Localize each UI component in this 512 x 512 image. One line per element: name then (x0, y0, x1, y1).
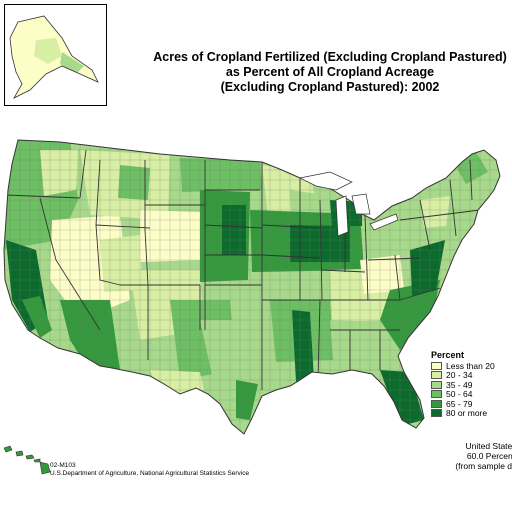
legend-label: 65 - 79 (446, 398, 473, 409)
alaska-map (9, 15, 99, 99)
us-total-note: United States 60.0 Percent (from sample … (446, 441, 512, 471)
legend-item: Less than 20 (431, 361, 495, 371)
map-code: 02-M103 (50, 462, 76, 469)
legend-label: Less than 20 (446, 360, 495, 371)
legend-item: 50 - 64 (431, 389, 495, 400)
us-note-line-2: 60.0 Percent (466, 451, 512, 461)
title-line-3: (Excluding Cropland Pastured): 2002 (220, 80, 440, 94)
legend-swatch (431, 399, 442, 408)
legend-swatch (431, 371, 442, 380)
title-line-2: as Percent of All Cropland Acreage (225, 65, 435, 79)
legend-swatch (431, 361, 442, 370)
legend-label: 20 - 34 (446, 370, 473, 381)
legend-item: 65 - 79 (431, 399, 495, 409)
legend-swatch (431, 380, 442, 389)
us-note-line-1: United States (465, 441, 512, 451)
legend-item: 20 - 34 (431, 370, 495, 381)
footer: 02-M103 U.S.Department of Agriculture, N… (50, 462, 249, 478)
legend-label: 35 - 49 (446, 379, 473, 390)
map-title: Acres of Cropland Fertilized (Excluding … (120, 50, 512, 95)
title-line-1: Acres of Cropland Fertilized (Excluding … (153, 50, 507, 64)
source-credit: U.S.Department of Agriculture, National … (50, 470, 250, 477)
legend-label: 80 or more (446, 408, 488, 419)
legend-swatch (431, 390, 442, 399)
legend: Percent Less than 20 20 - 34 35 - 49 50 … (431, 350, 495, 418)
hawaii-map (3, 445, 51, 475)
us-note-line-3: (from sample data) (455, 461, 512, 471)
legend-label: 50 - 64 (446, 389, 473, 400)
legend-item: 80 or more (431, 408, 495, 419)
legend-swatch (431, 409, 442, 418)
legend-item: 35 - 49 (431, 380, 495, 390)
legend-title: Percent (431, 350, 465, 360)
